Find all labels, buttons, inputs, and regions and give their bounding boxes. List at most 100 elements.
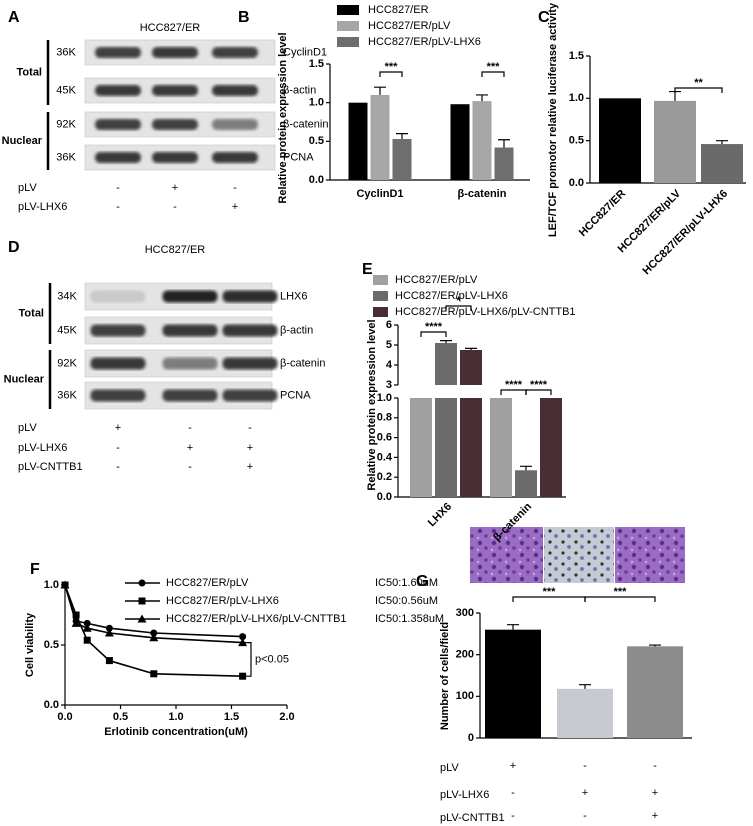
protein-label: CyclinD1 bbox=[283, 46, 327, 58]
error-bar bbox=[520, 465, 532, 471]
marker bbox=[60, 580, 70, 589]
y-tick-label: 0.0 bbox=[44, 699, 59, 711]
blot-band bbox=[222, 324, 278, 337]
legend-swatch bbox=[373, 307, 388, 317]
condition-mark: - bbox=[511, 810, 515, 822]
blot-band bbox=[162, 389, 218, 402]
molecular-weight: 36K bbox=[57, 389, 77, 401]
blot-band bbox=[95, 119, 141, 130]
x-tick-label: HCC827/ER/pLV-LHX6 bbox=[641, 188, 731, 278]
legend-swatch bbox=[373, 275, 388, 285]
x-axis-label: Erlotinib concentration(uM) bbox=[104, 726, 248, 738]
condition-mark: - bbox=[188, 461, 192, 473]
bar bbox=[485, 629, 541, 738]
error-bar bbox=[498, 139, 510, 148]
marker bbox=[82, 623, 92, 632]
x-tick-label: LHX6 bbox=[426, 501, 454, 529]
marker bbox=[138, 597, 146, 605]
y-tick-label: 4 bbox=[386, 359, 393, 371]
bar bbox=[450, 104, 470, 180]
significance-bracket bbox=[445, 305, 472, 311]
y-tick-label: 0.0 bbox=[309, 174, 324, 186]
bar bbox=[392, 139, 412, 180]
condition-mark: - bbox=[653, 760, 657, 772]
bar bbox=[472, 101, 492, 180]
bar bbox=[435, 398, 457, 497]
condition-mark: - bbox=[511, 787, 515, 799]
blot-band bbox=[95, 152, 141, 163]
micrograph bbox=[544, 527, 614, 583]
significance-bracket bbox=[584, 596, 656, 602]
y-tick-label: 0.0 bbox=[377, 491, 392, 503]
legend-label: HCC827/ER/pLV-LHX6/pLV-CNTTB1 bbox=[166, 613, 347, 625]
legend-label: HCC827/ER/pLV-LHX6 bbox=[166, 595, 279, 607]
condition-mark: + bbox=[172, 182, 178, 194]
error-bar bbox=[440, 340, 452, 343]
condition-mark: + bbox=[247, 461, 253, 473]
condition-label: pLV-LHX6 bbox=[440, 789, 489, 801]
panel-letter: A bbox=[8, 9, 20, 26]
molecular-weight: 92K bbox=[56, 118, 76, 130]
micrograph bbox=[470, 527, 543, 583]
legend-label: HCC827/ER/pLV-LHX6 bbox=[395, 290, 508, 302]
condition-mark: + bbox=[652, 810, 658, 822]
panel-letter: F bbox=[30, 561, 40, 578]
x-tick-label: 1.0 bbox=[168, 711, 183, 723]
blot-band bbox=[152, 152, 198, 163]
condition-mark: + bbox=[652, 787, 658, 799]
blot-band bbox=[222, 389, 278, 402]
marker bbox=[83, 636, 91, 644]
condition-mark: - bbox=[173, 201, 177, 213]
marker bbox=[149, 633, 159, 642]
bar bbox=[460, 350, 482, 385]
marker bbox=[150, 629, 158, 637]
blot-band bbox=[95, 85, 141, 96]
y-tick-label: 1.0 bbox=[377, 392, 392, 404]
significance-label: *** bbox=[614, 586, 628, 598]
x-tick-label: β-catenin bbox=[458, 188, 507, 200]
bar bbox=[599, 98, 641, 183]
blot-band bbox=[212, 119, 258, 130]
marker bbox=[137, 614, 147, 623]
panel-letter: D bbox=[8, 239, 20, 256]
protein-label: β-catenin bbox=[280, 357, 325, 369]
protein-label: LHX6 bbox=[280, 290, 308, 302]
condition-mark: + bbox=[115, 422, 121, 434]
y-tick-label: 100 bbox=[456, 690, 474, 702]
condition-label: pLV bbox=[18, 182, 37, 194]
blot-band bbox=[162, 357, 218, 370]
condition-mark: - bbox=[583, 760, 587, 772]
bar bbox=[701, 144, 743, 183]
blot-band bbox=[90, 290, 146, 303]
significance-bracket bbox=[674, 87, 723, 93]
bar bbox=[540, 398, 562, 497]
y-tick-label: 0.2 bbox=[377, 471, 392, 483]
error-bar bbox=[476, 94, 488, 102]
significance-bracket bbox=[481, 71, 505, 77]
marker bbox=[239, 672, 247, 680]
condition-mark: - bbox=[583, 810, 587, 822]
blot-band bbox=[212, 47, 258, 58]
protein-label: β-actin bbox=[280, 324, 313, 336]
y-tick-label: 3 bbox=[386, 379, 392, 391]
molecular-weight: 34K bbox=[57, 290, 77, 302]
condition-mark: + bbox=[187, 442, 193, 454]
x-tick-label: CyclinD1 bbox=[356, 188, 403, 200]
y-tick-label: 1.5 bbox=[569, 50, 584, 62]
error-bar bbox=[649, 644, 661, 647]
bar bbox=[627, 646, 683, 738]
blot-band bbox=[212, 152, 258, 163]
micrograph bbox=[615, 527, 685, 583]
group-label: Total bbox=[19, 307, 44, 319]
marker bbox=[105, 624, 113, 632]
protein-label: β-catenin bbox=[283, 118, 328, 130]
x-tick-label: 0.5 bbox=[113, 711, 128, 723]
molecular-weight: 36K bbox=[56, 46, 76, 58]
marker bbox=[83, 619, 91, 627]
marker bbox=[238, 638, 248, 647]
significance-label: **** bbox=[505, 379, 523, 391]
y-tick-label: 0.5 bbox=[44, 639, 59, 651]
blot-band bbox=[162, 324, 218, 337]
blot-title: HCC827/ER bbox=[145, 244, 206, 256]
